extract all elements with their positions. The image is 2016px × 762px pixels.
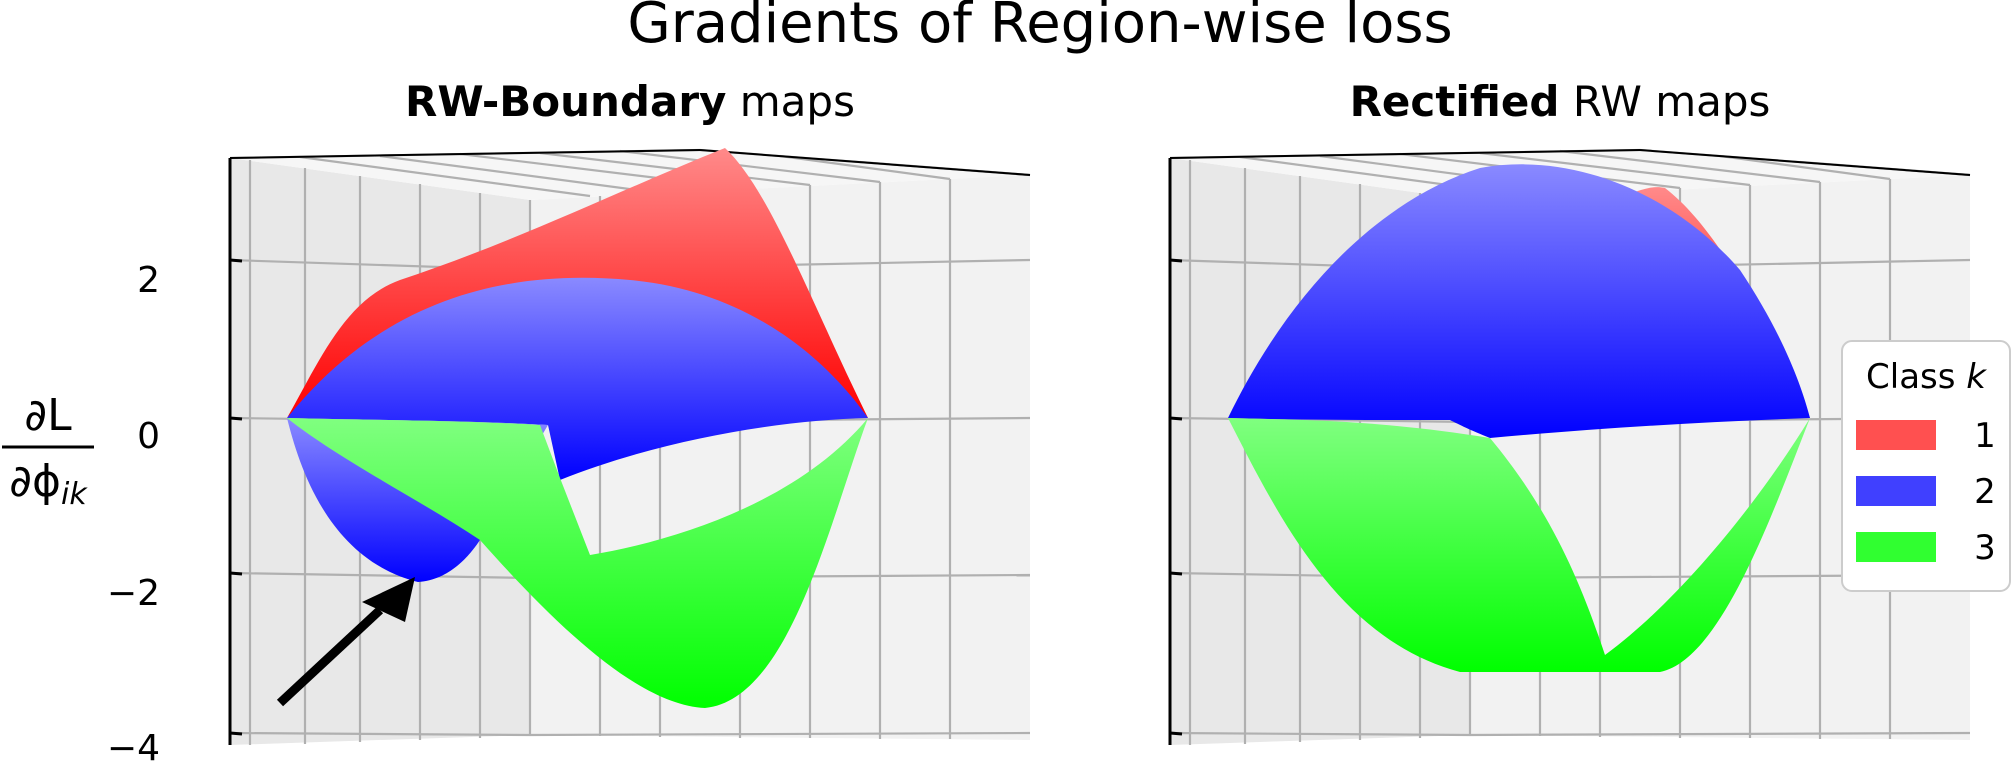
panel-rw-boundary: RW-Boundary maps	[228, 77, 1031, 745]
y-tick-label: −4	[107, 728, 160, 762]
legend-entries: 1 2 3	[1856, 416, 1996, 568]
panel-title-bold: RW-Boundary	[405, 77, 726, 126]
y-label-numerator: ∂L	[24, 390, 72, 441]
axis-top-edge-left	[1169, 149, 1641, 159]
y-label-subscript: ik	[61, 477, 88, 512]
y-tick-label: −2	[107, 573, 160, 614]
surface-class-2	[1228, 164, 1810, 438]
panel-title-rest: maps	[726, 77, 855, 126]
surface-class-2	[287, 277, 868, 480]
panel-title-rest: RW maps	[1559, 77, 1770, 126]
y-tick-label: 0	[137, 416, 160, 457]
legend-label-class-3: 3	[1974, 528, 1996, 568]
y-tick-label: 2	[137, 260, 160, 301]
y-tick-labels: 2 0 −2 −4	[107, 260, 160, 762]
legend-swatch-class-3	[1856, 532, 1936, 562]
chart-title: Gradients of Region-wise loss	[627, 0, 1452, 56]
z-ticks-left	[229, 258, 243, 736]
y-label-denominator: ∂ϕ	[9, 456, 61, 507]
surface-class-3	[287, 418, 868, 708]
surface-class-3	[1228, 418, 1810, 672]
legend-label-class-1: 1	[1974, 416, 1996, 456]
legend-swatch-class-1	[1856, 420, 1936, 450]
legend-title-var: k	[1966, 357, 1987, 397]
axis-top-edge-left	[229, 149, 701, 159]
axis-top-edge-right	[699, 149, 1031, 176]
legend-box	[1841, 340, 2011, 592]
legend: Class k 1 2 3	[1841, 340, 2011, 592]
legend-title: Class k	[1866, 357, 1987, 397]
y-label-denominator-text: ∂ϕik	[9, 456, 88, 512]
panel-title-bold: Rectified	[1350, 77, 1560, 126]
axis-top-edge-right	[1639, 149, 1971, 176]
annotation-arrow	[276, 577, 415, 707]
panel-title-right: Rectified RW maps	[1350, 77, 1771, 126]
legend-label-class-2: 2	[1974, 472, 1996, 512]
panel-title-left: RW-Boundary maps	[405, 77, 855, 126]
y-axis-label: ∂L ∂ϕik	[2, 390, 94, 512]
z-ticks-right	[1169, 258, 1183, 736]
panel-rectified: Rectified RW maps	[1168, 77, 1971, 745]
legend-swatch-class-2	[1856, 476, 1936, 506]
legend-title-prefix: Class	[1866, 357, 1966, 397]
